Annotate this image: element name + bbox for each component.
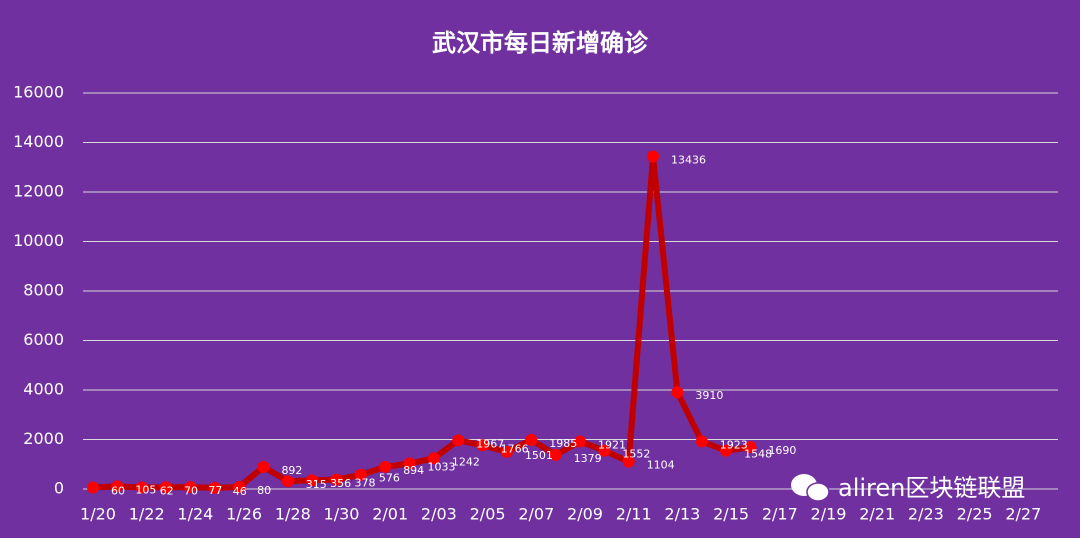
x-tick-label: 2/03 [421, 505, 457, 524]
x-tick-label: 2/07 [518, 505, 554, 524]
marker [281, 475, 294, 488]
data-label: 60 [111, 485, 125, 498]
data-label: 1921 [598, 438, 626, 451]
data-label: 1501 [525, 449, 553, 462]
y-tick-label: 4000 [23, 380, 64, 399]
marker [671, 386, 684, 399]
y-tick-label: 10000 [13, 231, 64, 250]
watermark: aliren区块链联盟 [838, 474, 1025, 502]
x-tick-label: 2/01 [372, 505, 408, 524]
marker [135, 481, 148, 494]
data-label: 1766 [501, 442, 529, 455]
x-tick-label: 1/26 [226, 505, 262, 524]
marker [403, 457, 416, 470]
marker [427, 452, 440, 465]
data-label: 1923 [720, 438, 748, 451]
data-label: 80 [257, 484, 271, 497]
x-tick-label: 2/21 [859, 505, 895, 524]
x-tick-label: 2/25 [957, 505, 993, 524]
data-label: 70 [184, 484, 198, 497]
x-tick-label: 2/23 [908, 505, 944, 524]
y-tick-label: 6000 [23, 330, 64, 349]
y-tick-label: 8000 [23, 281, 64, 300]
x-tick-label: 2/17 [762, 505, 798, 524]
marker [111, 480, 124, 493]
data-label: 1967 [476, 437, 504, 450]
data-label: 105 [135, 483, 156, 496]
marker [233, 481, 246, 494]
marker [354, 468, 367, 481]
data-label: 315 [306, 478, 327, 491]
marker [695, 435, 708, 448]
marker [647, 150, 660, 163]
data-label: 46 [233, 485, 247, 498]
marker [379, 460, 392, 473]
data-label: 1104 [647, 459, 675, 472]
chart-title: 武汉市每日新增确诊 [432, 29, 649, 57]
x-tick-label: 2/05 [470, 505, 506, 524]
x-tick-label: 1/24 [177, 505, 213, 524]
marker [622, 455, 635, 468]
data-label: 13436 [671, 153, 706, 166]
data-label: 62 [160, 484, 174, 497]
data-label: 1985 [549, 437, 577, 450]
x-tick-label: 1/22 [129, 505, 165, 524]
x-tick-label: 2/19 [811, 505, 847, 524]
data-label: 1242 [452, 455, 480, 468]
data-label: 77 [208, 484, 222, 497]
marker [525, 433, 538, 446]
x-tick-label: 1/20 [80, 505, 116, 524]
x-tick-label: 2/13 [664, 505, 700, 524]
data-label: 356 [330, 477, 351, 490]
marker [306, 474, 319, 487]
marker [208, 481, 221, 494]
x-tick-label: 2/27 [1005, 505, 1041, 524]
marker [500, 445, 513, 458]
y-tick-label: 2000 [23, 429, 64, 448]
data-label: 3910 [695, 389, 723, 402]
data-label: 1548 [744, 448, 772, 461]
marker [184, 481, 197, 494]
x-tick-label: 1/28 [275, 505, 311, 524]
x-tick-label: 2/15 [713, 505, 749, 524]
data-label: 1379 [574, 452, 602, 465]
marker [549, 448, 562, 461]
marker [574, 435, 586, 448]
x-tick-label: 2/11 [616, 505, 652, 524]
x-tick-label: 2/09 [567, 505, 603, 524]
marker [87, 481, 99, 494]
marker [744, 441, 757, 454]
line [92, 153, 751, 491]
data-label: 1033 [428, 460, 456, 473]
data-label: 576 [379, 472, 400, 485]
y-tick-label: 12000 [13, 182, 64, 201]
y-tick-label: 14000 [13, 132, 64, 151]
data-label: 378 [355, 477, 376, 490]
data-label: 892 [281, 464, 302, 477]
marker [160, 481, 173, 494]
marker [330, 473, 343, 486]
y-tick-label: 16000 [13, 83, 64, 102]
watermark-icon [791, 474, 830, 502]
marker [257, 460, 270, 473]
marker [720, 444, 733, 457]
marker [476, 439, 489, 452]
marker [598, 444, 611, 457]
y-tick-label: 0 [54, 479, 64, 498]
data-label: 1552 [622, 448, 650, 461]
marker [452, 434, 465, 447]
x-tick-label: 1/30 [324, 505, 360, 524]
data-label: 1690 [768, 444, 796, 457]
data-label: 894 [403, 464, 424, 477]
